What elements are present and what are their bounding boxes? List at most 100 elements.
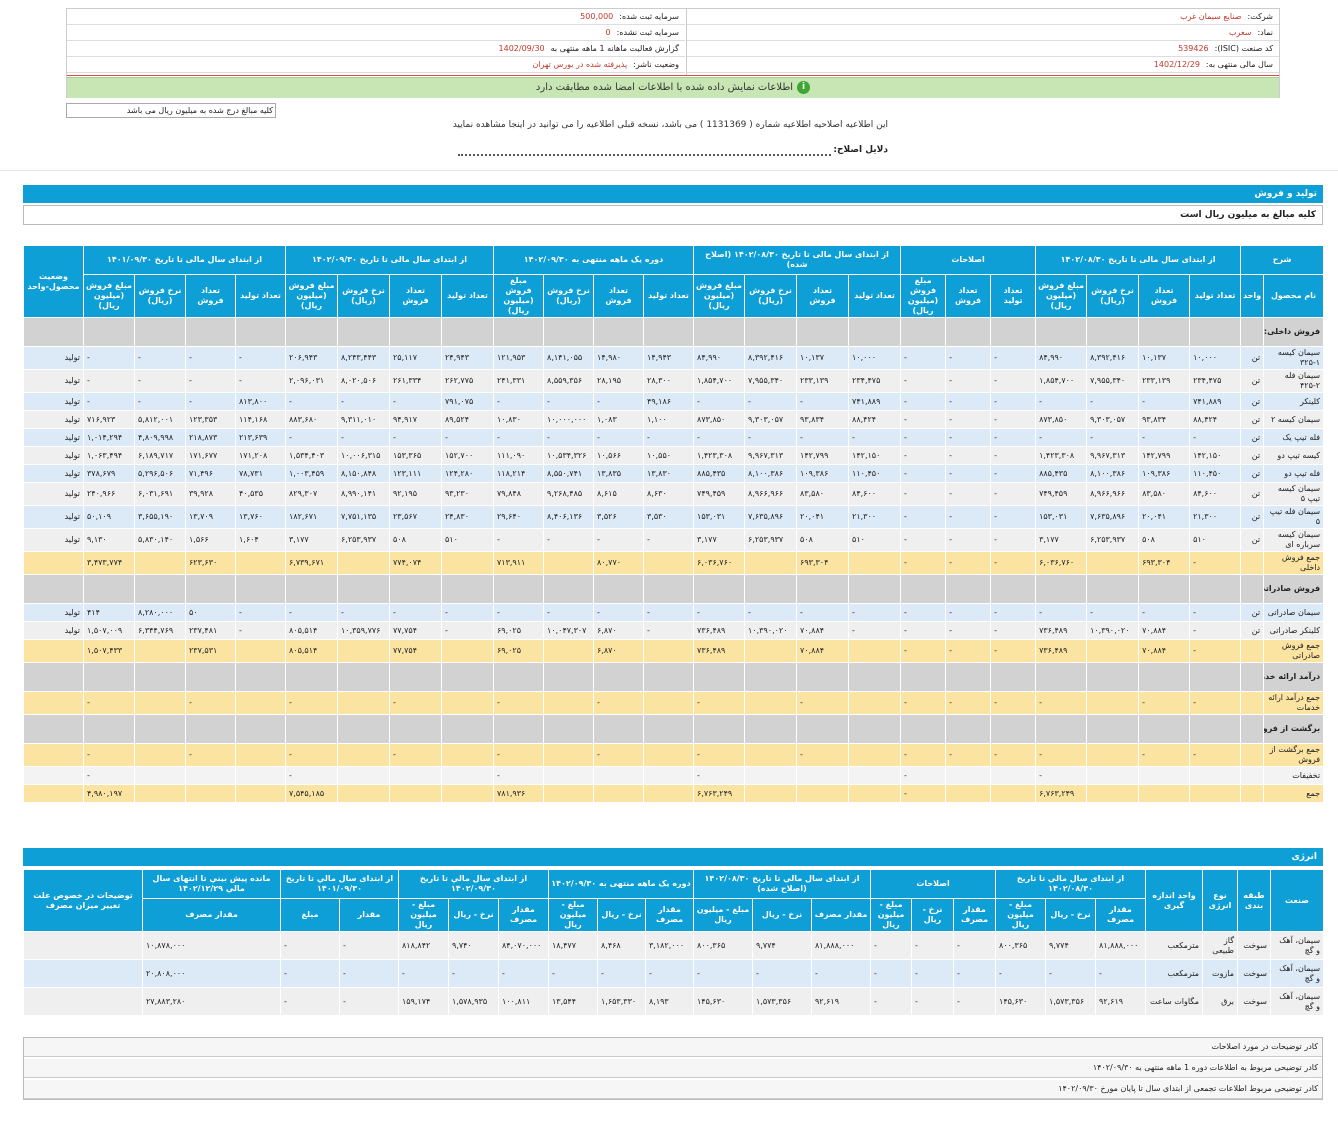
- cell: ۱۴,۹۸۰: [593, 346, 645, 370]
- cell: -: [900, 743, 947, 767]
- table-row: سیمان فله ۲-۴۲۵ تن ۲۳۴,۴۷۵ ۲۳۳,۱۳۹ ۷,۹۵۵,۳۴۰…: [23, 369, 1325, 393]
- cell: -: [990, 482, 1037, 506]
- cell: [492, 714, 545, 744]
- group-header: اصلاحات: [900, 245, 1037, 275]
- cell: تولید: [23, 346, 84, 370]
- cell: [796, 766, 850, 785]
- cell: -: [185, 743, 236, 767]
- cell: ۶۹۳,۳۰۴: [1138, 551, 1191, 575]
- cell: تولید: [23, 464, 84, 483]
- cell: ۷۴۹,۴۵۹: [693, 482, 746, 506]
- header-field: سال مالی منتهی به: 1402/12/29: [687, 57, 1279, 73]
- cell: ۱۵۳,۰۳۱: [1035, 505, 1088, 529]
- cell: [744, 551, 798, 575]
- cell: [1240, 317, 1265, 347]
- header-row: شرح از ابتدای سال مالی تا تاریخ ۱۴۰۲/۰۸/۳…: [23, 245, 1325, 318]
- cell: [1240, 574, 1265, 604]
- cell: ۱۸۲,۶۷۱: [285, 505, 338, 529]
- group-header: دوره يک ماهه منتهی به ۱۴۰۲/۰۹/۳۰: [548, 869, 694, 899]
- cell: -: [498, 959, 549, 988]
- cell: [1138, 662, 1191, 692]
- cell: ۹,۷۷۴: [752, 931, 812, 960]
- cell: ۸,۲۴۳,۴۴۳: [337, 346, 390, 370]
- column-header: تعداد فروش: [1138, 274, 1191, 318]
- column-header: مبلغ فروش (میلیون ریال): [285, 274, 338, 318]
- cell: [693, 662, 746, 692]
- cell: [337, 784, 390, 803]
- cell: -: [1189, 551, 1242, 575]
- dotted-line: [458, 145, 832, 156]
- header-field: سرمایه ثبت نشده: 0: [67, 25, 685, 41]
- group-header: از ابتدای سال مالي تا تاريخ ۱۴۰۲/۰۹/۳۰: [398, 869, 549, 899]
- cell: [848, 639, 902, 663]
- cell: ۱۰,۵۳۴,۳۲۶: [543, 446, 595, 465]
- cell: [1189, 574, 1242, 604]
- field-value: 500,000: [580, 12, 614, 21]
- cell: [945, 662, 992, 692]
- cell: [235, 639, 286, 663]
- cell: جمع فروش داخلی: [1263, 551, 1325, 575]
- cell: ۷,۶۳۵,۸۹۶: [1086, 505, 1140, 529]
- cell: -: [339, 987, 399, 1016]
- cell: -: [911, 959, 955, 988]
- cell: ۱,۵۰۷,۴۳۳: [83, 639, 135, 663]
- cell: -: [945, 482, 992, 506]
- cell: [744, 766, 798, 785]
- cell: [1189, 662, 1242, 692]
- cell: ۱۵۳,۳۶۵: [389, 446, 442, 465]
- cell: ۹۳,۸۳۴: [1138, 410, 1191, 429]
- cell: -: [990, 743, 1037, 767]
- cell: [185, 574, 236, 604]
- cell: ۴۰,۵۳۵: [235, 482, 286, 506]
- cell: [643, 574, 695, 604]
- cell: [23, 639, 84, 663]
- cell: [134, 766, 186, 785]
- cell: ۷۸,۷۳۱: [235, 464, 286, 483]
- table-row: کلینکر تن ۷۴۱,۸۸۹- - - - - -۷۴۱,۸۸۹- - -۴۹,۱۸۶- - -…: [23, 392, 1325, 411]
- cell: ۷۳۶,۴۸۹: [693, 639, 746, 663]
- cell: ۱۴۵,۶۳۰: [693, 987, 753, 1016]
- cell: [796, 784, 850, 803]
- field-value: سغرب: [1228, 28, 1252, 37]
- cell: ۱,۴۲۳,۳۰۸: [1035, 446, 1088, 465]
- cell: [693, 574, 746, 604]
- cell: جمع فروش صادراتی: [1263, 639, 1325, 663]
- cell: ۸,۱۰۰,۳۸۶: [744, 464, 798, 483]
- cell: ۹,۹۶۷,۳۱۳: [744, 446, 798, 465]
- column-header: تعداد تولید: [848, 274, 902, 318]
- field-label: کد صنعت (ISIC):: [1214, 44, 1273, 53]
- cell: -: [441, 621, 494, 640]
- cell: -: [990, 528, 1037, 552]
- cell: ۲,۰۹۶,۰۳۱: [285, 369, 338, 393]
- table-row: جمع فروش داخلی -۶۹۳,۳۰۴ ۶,۰۳۶,۷۶۰- - -۶۹۳,۳۰…: [23, 551, 1325, 575]
- cell: [744, 691, 798, 715]
- cell: -: [953, 959, 997, 988]
- cell: [744, 317, 798, 347]
- cell: [1138, 766, 1191, 785]
- cell: [543, 662, 595, 692]
- cell: [235, 743, 286, 767]
- cell: ۴,۹۸۰,۱۹۷: [83, 784, 135, 803]
- table-row: جمع برگشت از فروش - - - - - - - - - - - - - -: [23, 743, 1325, 767]
- cell: ۸۹,۵۲۴: [441, 410, 494, 429]
- cell: -: [990, 428, 1037, 447]
- divider: [67, 75, 1279, 76]
- cell: ۱,۵۳۴,۴۰۳: [285, 446, 338, 465]
- cell: ۱۳,۵۴۴: [548, 987, 598, 1016]
- amendment-note[interactable]: این اطلاعیه اصلاحیه اطلاعیه شماره ( 1131…: [452, 120, 888, 130]
- cell: ۱۰۹,۳۸۶: [1138, 464, 1191, 483]
- cell: [1138, 574, 1191, 604]
- cell: ۷۰,۸۸۴: [1138, 621, 1191, 640]
- cell: -: [744, 428, 798, 447]
- cell: ۶,۷۶۳,۲۴۹: [1035, 784, 1088, 803]
- cell: [643, 551, 695, 575]
- cell: ۸۱,۸۸۸,۰۰۰: [1095, 931, 1147, 960]
- cell: ۸,۴۰۶,۱۳۶: [543, 505, 595, 529]
- cell: جمع برگشت از فروش: [1263, 743, 1325, 767]
- cell: [235, 551, 286, 575]
- cell: ۲۵,۱۱۷: [389, 346, 442, 370]
- cell: ۱۱۰,۴۵۰: [1189, 464, 1242, 483]
- cell: -: [441, 428, 494, 447]
- group-header: نوع انرژی: [1202, 869, 1239, 932]
- cell: [643, 639, 695, 663]
